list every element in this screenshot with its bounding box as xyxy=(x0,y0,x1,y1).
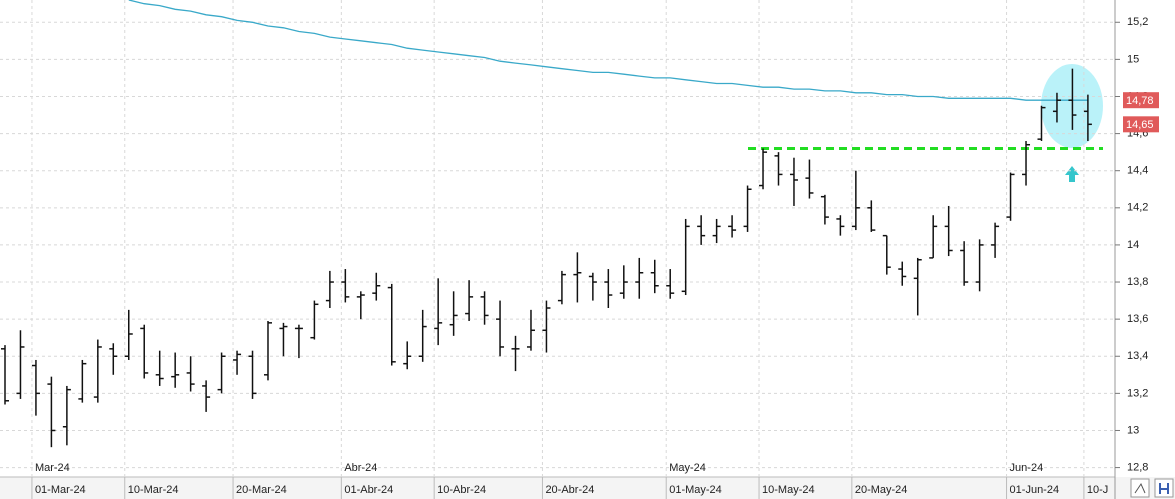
x-tick-label: 10-May-24 xyxy=(762,484,815,496)
price-tag-label: 14,78 xyxy=(1126,95,1154,107)
y-tick-label: 15,2 xyxy=(1127,16,1148,28)
x-tick-label: 10-Abr-24 xyxy=(437,484,486,496)
arrow-up xyxy=(1065,166,1079,182)
line xyxy=(128,0,1088,101)
x-tick-label: 01-Jun-24 xyxy=(1010,484,1060,496)
price-tag-label: 14,65 xyxy=(1126,119,1154,131)
price-tag xyxy=(1123,116,1159,133)
icon xyxy=(1159,483,1169,494)
x-tick-label: 20-May-24 xyxy=(855,484,908,496)
date-strip xyxy=(0,477,1175,499)
y-tick-label: 14 xyxy=(1127,239,1139,251)
x-tick-label: 10-J xyxy=(1087,484,1108,496)
month-label: Jun-24 xyxy=(1010,462,1044,474)
x-tick-label: 10-Mar-24 xyxy=(128,484,179,496)
y-tick-label: 14,4 xyxy=(1127,165,1148,177)
month-label: May-24 xyxy=(669,462,706,474)
grid xyxy=(0,0,1115,477)
toolbar-button[interactable] xyxy=(1130,478,1150,498)
x-tick-label: 01-Mar-24 xyxy=(35,484,86,496)
y-tick-label: 13,6 xyxy=(1127,313,1148,325)
y-tick-label: 13,8 xyxy=(1127,276,1148,288)
x-tick-label: 01-Abr-24 xyxy=(344,484,393,496)
y-tick-label: 15 xyxy=(1127,53,1139,65)
icon xyxy=(1134,482,1146,494)
y-tick-label: 13,4 xyxy=(1127,350,1148,362)
month-label: Mar-24 xyxy=(35,462,70,474)
x-tick-label: 20-Mar-24 xyxy=(236,484,287,496)
month-label: Abr-24 xyxy=(344,462,377,474)
y-tick-label: 13,2 xyxy=(1127,387,1148,399)
x-tick-label: 20-Abr-24 xyxy=(545,484,594,496)
y-tick-label: 14,2 xyxy=(1127,202,1148,214)
y-tick-label: 12,8 xyxy=(1127,461,1148,473)
x-tick-label: 01-May-24 xyxy=(669,484,722,496)
y-tick-label: 13 xyxy=(1127,424,1139,436)
price-tag xyxy=(1123,92,1159,109)
